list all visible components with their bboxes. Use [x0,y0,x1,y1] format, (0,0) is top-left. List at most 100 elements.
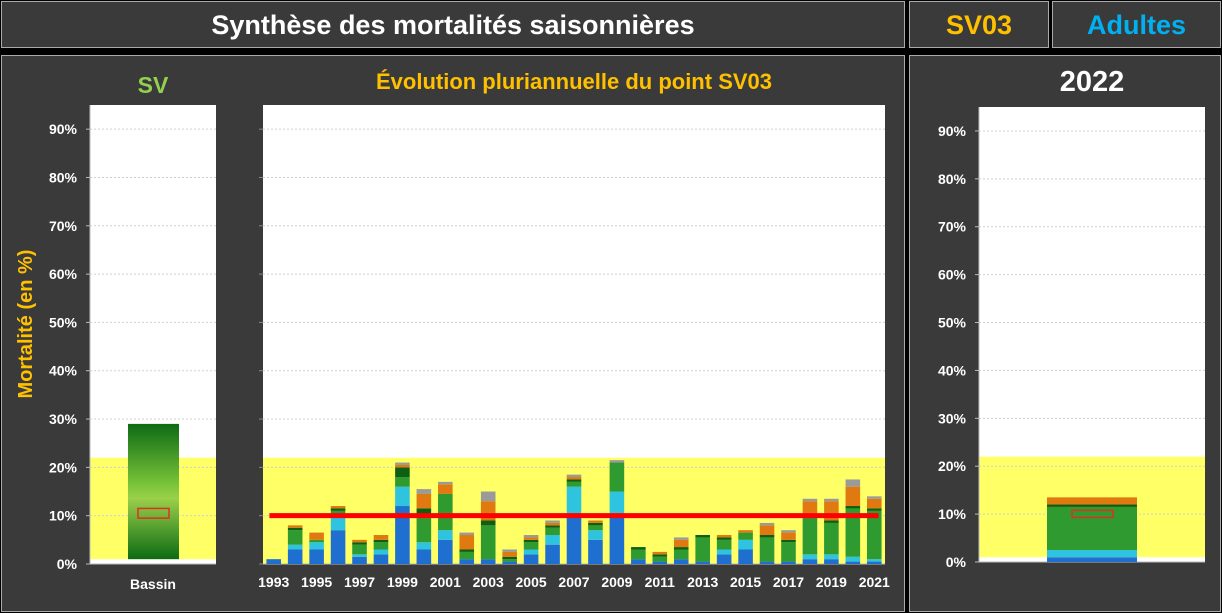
bar-segment [287,525,303,528]
y-tick-label: 10% [938,506,967,522]
bar-segment [480,559,496,564]
bar-segment [438,484,453,494]
bar-segment [416,493,432,509]
bar-segment [502,551,517,557]
bar-segment [373,549,389,555]
bar-segment [631,547,646,550]
bar-segment [695,561,710,564]
bar-segment [824,520,839,523]
bar-segment [845,506,861,509]
bar-segment [352,544,367,555]
left-x-tick-label: Bassin [130,576,176,592]
bar-segment [845,508,861,557]
y-tick-label: 80% [49,169,78,185]
x-tick-label: 2017 [773,574,804,590]
bar-segment [566,481,582,487]
bar-segment [502,556,517,560]
bar-segment [652,551,668,555]
y-tick-label: 20% [49,459,78,475]
bar-segment [802,518,818,555]
median-marker [1071,509,1114,519]
bar-segment [438,530,453,540]
bar-segment [652,554,668,557]
bar-segment [545,535,560,545]
bar-segment [866,496,882,499]
x-tick-label: 1995 [301,574,332,590]
middle-chart-title: Évolution pluriannuelle du point SV03 [375,69,773,94]
bar-segment [438,493,453,531]
bar-segment [502,559,517,562]
bar-segment [802,501,818,516]
bar-segment [566,515,582,564]
y-tick-label: 90% [938,123,967,139]
bar-segment [673,547,689,550]
bar-segment [1047,557,1137,562]
bar-segment [459,532,475,536]
bar-segment [609,491,625,516]
bar-segment [824,522,839,555]
x-tick-label: 2019 [816,574,847,590]
bar-segment [480,491,496,502]
bar-segment [824,498,839,502]
bar-segment [373,554,389,564]
bar-segment [309,542,324,550]
y-tick-label: 60% [49,266,78,282]
x-tick-label: 1993 [258,574,289,590]
bar-segment [673,539,689,548]
bar-segment [759,522,775,526]
bar-segment [738,530,753,533]
bar-segment [588,522,603,526]
bar-segment [845,479,861,487]
bar-segment [845,561,861,564]
y-tick-label: 70% [49,218,78,234]
bar-segment [802,559,818,564]
bar-segment [866,508,882,511]
bar-segment [716,549,732,555]
bar-segment [523,549,539,555]
bar-segment [566,486,582,516]
bar-segment [781,542,796,562]
y-tick-label: 40% [49,363,78,379]
bar-segment [545,520,560,523]
bar-segment [1047,504,1137,507]
bar-segment [588,530,603,540]
bar-segment [866,559,882,562]
bar-segment [416,489,432,494]
bar-segment [523,542,539,550]
bar-segment [523,539,539,543]
bar-segment [502,549,517,552]
bar-segment [287,544,303,550]
bar-segment [695,535,710,538]
right-chart-title: 2022 [1059,66,1125,98]
left-chart-title: SV [137,72,169,98]
bar-segment [566,479,582,482]
bar-segment [759,561,775,564]
bar-segment [395,464,410,468]
bar-segment [695,537,710,562]
bar-segment [609,460,625,463]
bar-segment [802,498,818,502]
bar-segment [673,537,689,540]
y-tick-label: 0% [946,554,967,570]
bar-segment [395,506,410,564]
population-label: Adultes [1086,10,1186,40]
bar-segment [1047,497,1137,505]
bar-segment [588,539,603,564]
bar-segment [438,481,453,485]
y-tick-label: 50% [49,314,78,330]
y-tick-label: 30% [938,410,967,426]
bar-segment [716,554,732,564]
bar-segment [523,554,539,564]
bar-segment [738,532,753,540]
bar-segment [373,535,389,540]
bar-segment [416,518,432,543]
y-tick-label: 0% [57,556,78,572]
bar-segment [716,535,732,538]
bar-segment [373,539,389,543]
station-label: SV03 [945,10,1013,40]
x-tick-label: 2009 [601,574,632,590]
y-tick-label: 80% [938,171,967,187]
